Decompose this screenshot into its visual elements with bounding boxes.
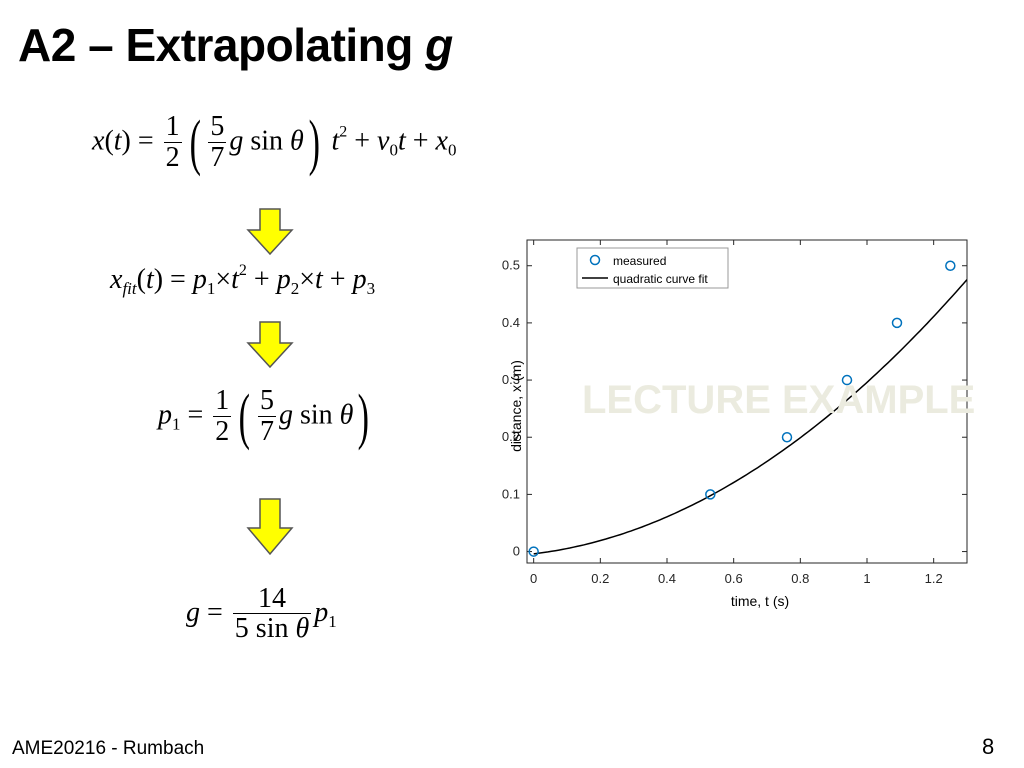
data-point <box>891 317 903 329</box>
title-text: A2 – Extrapolating <box>18 19 426 71</box>
y-tick-label: 0.3 <box>502 372 520 387</box>
footer-text: AME20216 - Rumbach <box>12 738 205 759</box>
data-point <box>781 431 793 443</box>
y-tick-label: 0.5 <box>502 258 520 273</box>
down-arrow-icon <box>246 498 294 556</box>
down-arrow-icon <box>246 321 294 369</box>
data-point <box>528 546 539 557</box>
x-tick-label: 0.2 <box>591 571 609 586</box>
chart-legend: measured quadratic curve fit <box>576 247 729 289</box>
x-tick-label: 0 <box>530 571 537 586</box>
equation-fit: xfit(t) = p1×t2 + p2×t + p3 <box>110 262 376 298</box>
data-point <box>945 260 956 271</box>
x-tick-label: 1.2 <box>925 571 943 586</box>
y-tick-label: 0.4 <box>502 315 520 330</box>
y-tick-label: 0.2 <box>502 429 520 444</box>
y-tick-label: 0 <box>513 544 520 559</box>
x-tick-label: 0.6 <box>725 571 743 586</box>
plot-area: 0 0.2 0.4 0.6 0.8 1 1.2 0 0.1 0.2 0.3 0.4 0.5 <box>502 239 968 586</box>
g-fraction: 14 5 sin θ <box>232 583 312 645</box>
down-arrow-icon <box>246 208 294 256</box>
title-variable: g <box>425 19 453 71</box>
equation-g: g = 14 5 sin θ p1 <box>186 583 337 645</box>
x-axis-label: time, t (s) <box>731 593 789 609</box>
distance-time-chart: 0 0.2 0.4 0.6 0.8 1 1.2 0 0.1 0.2 0.3 0.4 0.5 time, … <box>502 239 968 609</box>
equation-motion: x(t) = 1 2(5 7 g sin θ) t2 + v0t + x0 <box>92 109 457 177</box>
axes-box <box>526 239 968 564</box>
x-tick-label: 1 <box>863 571 870 586</box>
legend-box <box>576 247 729 289</box>
legend-marker-icon <box>589 254 601 266</box>
x-tick-label: 0.4 <box>658 571 676 586</box>
page-number: 8 <box>982 734 995 759</box>
fit-curve <box>533 279 967 555</box>
y-tick-label: 0.1 <box>502 486 520 501</box>
legend-label-fit: quadratic curve fit <box>613 272 708 286</box>
data-point <box>841 374 853 386</box>
data-point <box>705 489 716 500</box>
x-tick-label: 0.8 <box>791 571 809 586</box>
y-axis-label: distance, x (m) <box>508 360 524 452</box>
legend-label-measured: measured <box>613 254 666 268</box>
equation-p1: p1 = 1 2(5 7 g sin θ) <box>158 383 370 451</box>
slide-title: A2 – Extrapolating g <box>18 18 453 72</box>
